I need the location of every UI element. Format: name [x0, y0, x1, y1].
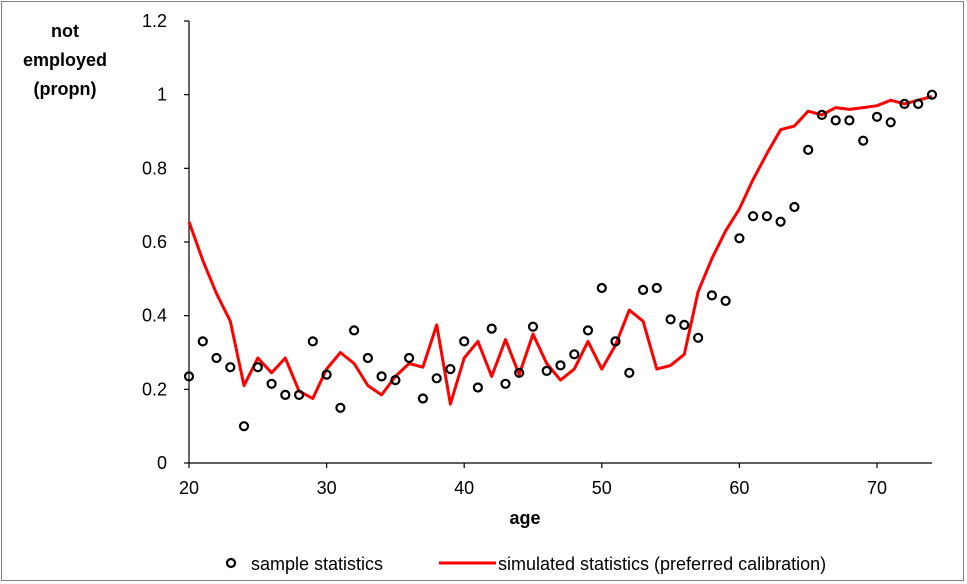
legend: sample statistics simulated statistics (… — [225, 554, 826, 574]
sample-point — [459, 336, 470, 347]
x-tick-label: 60 — [729, 478, 749, 498]
sample-point — [376, 371, 387, 382]
y-axis-title: not employed (propn) — [23, 21, 107, 99]
sample-point — [417, 393, 428, 404]
sample-point — [665, 314, 676, 325]
x-tick-label: 30 — [317, 478, 337, 498]
sample-point — [651, 282, 662, 294]
y-tick-label: 0.8 — [142, 158, 167, 178]
sample-point — [816, 109, 828, 121]
legend-marker-sample — [225, 557, 237, 569]
sample-point — [858, 135, 869, 146]
y-axis-title-line: employed — [23, 50, 107, 70]
legend-label-sample: sample statistics — [251, 554, 383, 574]
sample-point — [844, 115, 855, 126]
sample-point — [720, 295, 731, 306]
y-axis-title-line: (propn) — [34, 79, 97, 99]
sample-point — [555, 360, 566, 371]
sample-point — [211, 352, 222, 364]
sample-point — [321, 369, 332, 380]
sample-point — [734, 233, 745, 244]
sample-point — [747, 211, 759, 222]
sample-point — [238, 421, 250, 432]
sample-point — [197, 336, 208, 347]
sample-point — [706, 290, 718, 301]
sample-point — [335, 402, 346, 413]
x-tick-label: 20 — [179, 478, 199, 498]
simulated-line — [187, 95, 933, 406]
x-tick-label: 70 — [867, 478, 887, 498]
sample-point — [225, 362, 236, 373]
sample-point — [252, 362, 263, 373]
sample-point — [472, 382, 483, 393]
sample-point — [871, 111, 883, 122]
sample-point — [610, 336, 621, 347]
sample-point — [596, 282, 607, 294]
sample-point — [266, 378, 277, 389]
y-tick-label: 0.2 — [142, 379, 167, 399]
sample-point — [582, 325, 594, 336]
x-tick-label: 50 — [592, 478, 612, 498]
sample-point — [514, 367, 525, 378]
sample-point — [761, 211, 773, 222]
y-tick-label: 0.6 — [142, 232, 167, 252]
sample-point — [431, 373, 442, 384]
sample-point — [404, 352, 415, 364]
y-tick-label: 0.4 — [142, 306, 167, 326]
sample-point — [541, 365, 552, 376]
sample-point — [913, 98, 924, 110]
sample-point — [390, 375, 401, 386]
sample-point — [349, 325, 360, 336]
sample-point — [307, 336, 318, 347]
sample-point — [637, 284, 649, 295]
sample-point — [899, 98, 910, 110]
sample-point — [500, 378, 511, 389]
sample-point — [569, 349, 580, 360]
sample-point — [775, 216, 786, 227]
sample-point — [789, 201, 800, 213]
y-axis-title-line: not — [51, 21, 79, 41]
y-tick-label: 1.2 — [142, 11, 167, 31]
sample-point — [830, 115, 841, 126]
legend-label-simulated: simulated statistics (preferred calibrat… — [498, 554, 826, 574]
sample-point — [445, 364, 456, 375]
axes: 0 0.2 0.4 0.6 0.8 1 1.2 20 30 40 50 60 70 — [142, 11, 932, 498]
simulated-series — [187, 95, 933, 406]
sample-point — [692, 332, 704, 343]
sample-point — [294, 389, 305, 400]
sample-point — [362, 352, 373, 364]
sample-point — [926, 89, 938, 100]
sample-point — [803, 144, 814, 155]
sample-point — [624, 367, 635, 378]
sample-point — [183, 371, 195, 382]
sample-point — [486, 323, 497, 334]
sample-point — [527, 321, 539, 332]
x-axis-title: age — [509, 508, 540, 528]
x-tick-label: 40 — [454, 478, 474, 498]
sample-series — [183, 89, 938, 432]
sample-point — [280, 389, 291, 400]
sample-point — [679, 319, 690, 330]
y-tick-label: 1 — [157, 85, 167, 105]
y-tick-label: 0 — [157, 453, 167, 473]
sample-point — [885, 117, 896, 128]
